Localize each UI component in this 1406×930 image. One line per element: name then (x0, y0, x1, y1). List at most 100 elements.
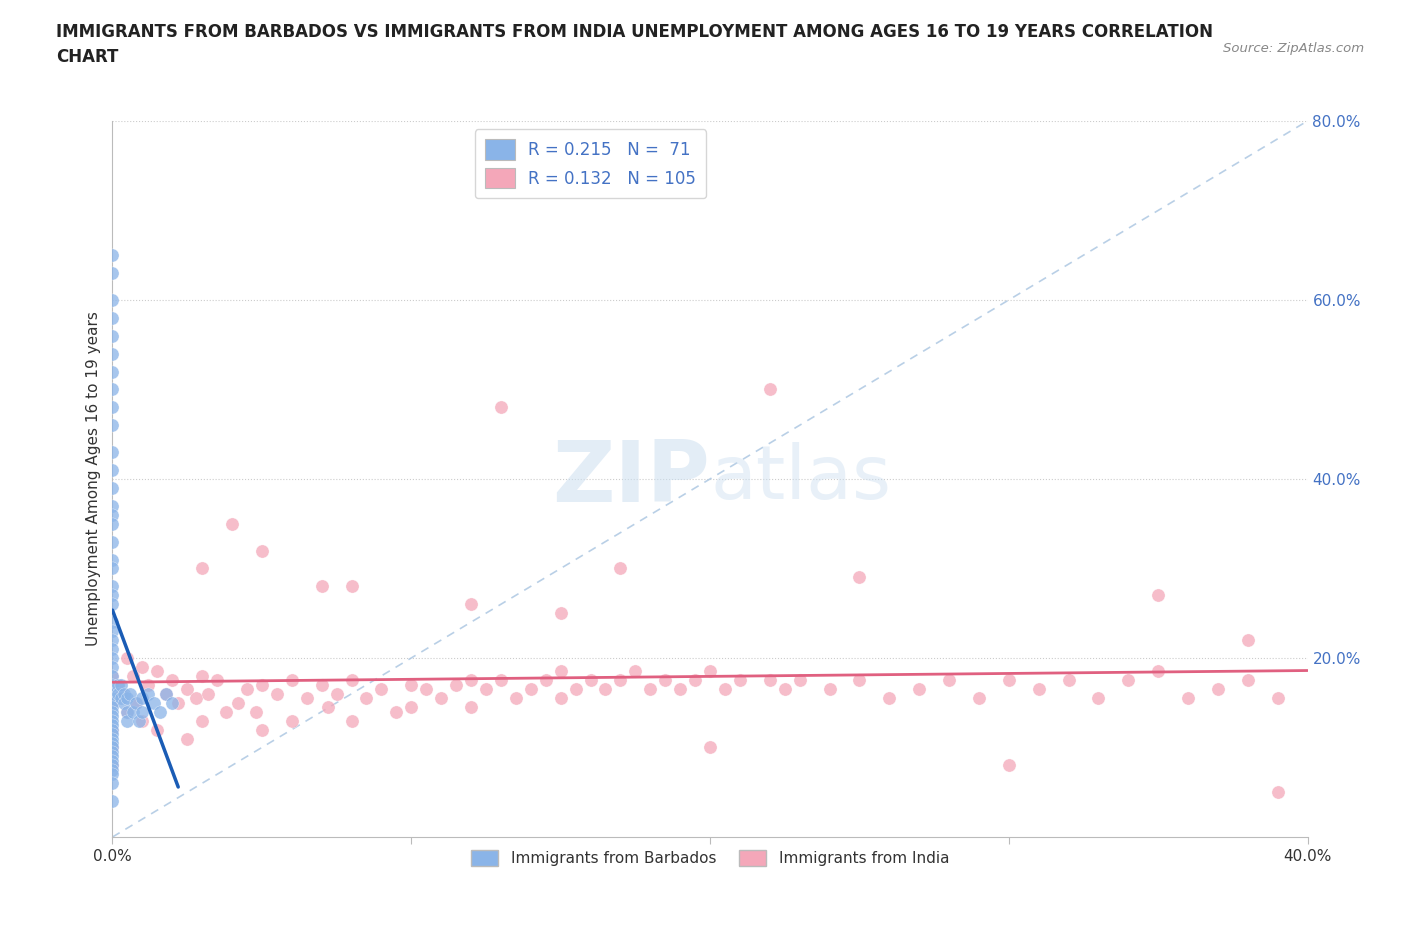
Point (117, 704, 139, 719)
Point (1028, 682, 1050, 697)
Point (131, 691, 153, 706)
Point (356, 691, 378, 706)
Point (101, 699, 124, 714)
Point (101, 418, 124, 432)
Point (176, 731, 198, 746)
Point (101, 364, 124, 379)
Point (101, 686, 124, 701)
Point (197, 686, 219, 701)
Point (101, 292, 124, 307)
Point (101, 745, 124, 760)
Point (191, 713, 214, 728)
Point (138, 677, 160, 692)
Point (122, 704, 145, 719)
Point (998, 673, 1021, 688)
Point (191, 669, 214, 684)
Point (101, 669, 124, 684)
Point (101, 481, 124, 496)
Point (120, 686, 142, 701)
Point (131, 713, 153, 728)
Point (401, 699, 423, 714)
Point (101, 767, 124, 782)
Point (101, 713, 124, 728)
Point (998, 758, 1021, 773)
Point (759, 382, 782, 397)
Point (475, 682, 498, 697)
Point (101, 696, 124, 711)
Point (107, 677, 129, 692)
Point (101, 749, 124, 764)
Point (101, 552, 124, 567)
Point (101, 691, 124, 706)
Point (101, 328, 124, 343)
Point (101, 731, 124, 746)
Point (101, 709, 124, 724)
Point (155, 686, 177, 701)
Point (311, 677, 333, 692)
Point (550, 605, 572, 620)
Point (101, 561, 124, 576)
Point (245, 704, 267, 719)
Point (101, 758, 124, 773)
Point (879, 691, 901, 706)
Point (489, 673, 512, 688)
Point (101, 624, 124, 639)
Point (640, 682, 662, 697)
Point (460, 699, 482, 714)
Point (131, 704, 153, 719)
Point (162, 673, 183, 688)
Point (101, 445, 124, 459)
Point (340, 673, 363, 688)
Point (101, 736, 124, 751)
Point (370, 682, 392, 697)
Point (101, 669, 124, 684)
Point (176, 682, 198, 697)
Point (101, 722, 124, 737)
Point (848, 570, 870, 585)
Point (101, 677, 124, 692)
Point (609, 561, 631, 576)
Point (340, 578, 363, 594)
Point (101, 346, 124, 361)
Point (221, 516, 243, 531)
Point (101, 508, 124, 523)
Point (250, 677, 273, 692)
Point (325, 686, 347, 701)
Point (128, 713, 150, 728)
Point (520, 682, 543, 697)
Point (759, 673, 782, 688)
Point (101, 588, 124, 603)
Point (101, 534, 124, 549)
Point (131, 659, 153, 674)
Point (155, 686, 177, 701)
Point (101, 266, 124, 281)
Point (654, 673, 676, 688)
Point (101, 763, 124, 777)
Point (138, 686, 160, 701)
Point (669, 682, 692, 697)
Point (415, 682, 437, 697)
Point (167, 696, 190, 711)
Point (146, 664, 169, 679)
Point (101, 597, 124, 612)
Point (101, 247, 124, 262)
Point (683, 673, 706, 688)
Point (146, 722, 169, 737)
Point (1147, 588, 1170, 603)
Point (728, 673, 751, 688)
Point (101, 753, 124, 768)
Point (191, 561, 214, 576)
Point (101, 758, 124, 773)
Point (579, 673, 602, 688)
Point (460, 597, 482, 612)
Point (340, 713, 363, 728)
Point (114, 686, 135, 701)
Point (773, 682, 796, 697)
Point (534, 673, 557, 688)
Point (295, 691, 318, 706)
Text: atlas: atlas (710, 443, 891, 515)
Point (316, 699, 339, 714)
Point (250, 543, 273, 558)
Text: ZIP: ZIP (553, 437, 710, 521)
Point (714, 682, 737, 697)
